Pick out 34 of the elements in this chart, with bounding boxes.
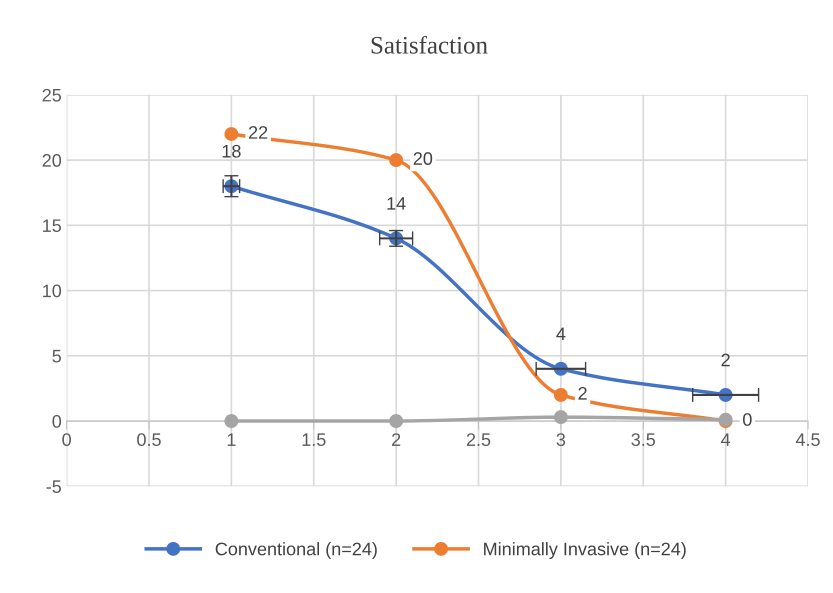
x-tick-label: 0 — [62, 433, 71, 446]
point — [389, 414, 404, 428]
data-label: 22 — [248, 126, 268, 139]
data-label: 14 — [387, 197, 406, 210]
x-tick-label: 4.5 — [796, 433, 820, 446]
x-tick-label: 4 — [721, 433, 730, 446]
data-label: 4 — [556, 328, 566, 340]
y-tick-label: 0 — [52, 414, 62, 428]
y-tick-label: 10 — [43, 284, 62, 298]
x-tick-label: 0.5 — [137, 433, 161, 446]
y-tick-label: -5 — [46, 480, 62, 493]
point — [224, 127, 238, 141]
point — [554, 388, 568, 402]
data-label: 20 — [414, 152, 432, 165]
x-tick-label: 1 — [228, 433, 236, 446]
data-label: 2 — [722, 354, 730, 366]
x-tick-label: 2 — [392, 433, 400, 446]
chart-title: Satisfaction — [372, 36, 488, 54]
point — [224, 414, 238, 428]
point — [554, 410, 568, 424]
y-tick-label: 20 — [42, 154, 62, 167]
point — [389, 153, 404, 168]
legend-label: Conventional (n=24) — [216, 542, 377, 559]
data-label: 0 — [743, 413, 752, 426]
x-tick-label: 3 — [556, 433, 566, 446]
y-tick-label: 5 — [52, 350, 62, 363]
y-tick-label: 25 — [42, 88, 62, 102]
x-tick-label: 1.5 — [302, 433, 326, 446]
y-tick-label: 15 — [43, 219, 62, 232]
x-tick-label: 2.5 — [466, 433, 490, 446]
data-label: 18 — [222, 144, 241, 158]
legend-label: Minimally Invasive (n=24) — [484, 542, 686, 559]
data-label: 2 — [578, 387, 587, 400]
x-tick-label: 3.5 — [631, 433, 656, 446]
